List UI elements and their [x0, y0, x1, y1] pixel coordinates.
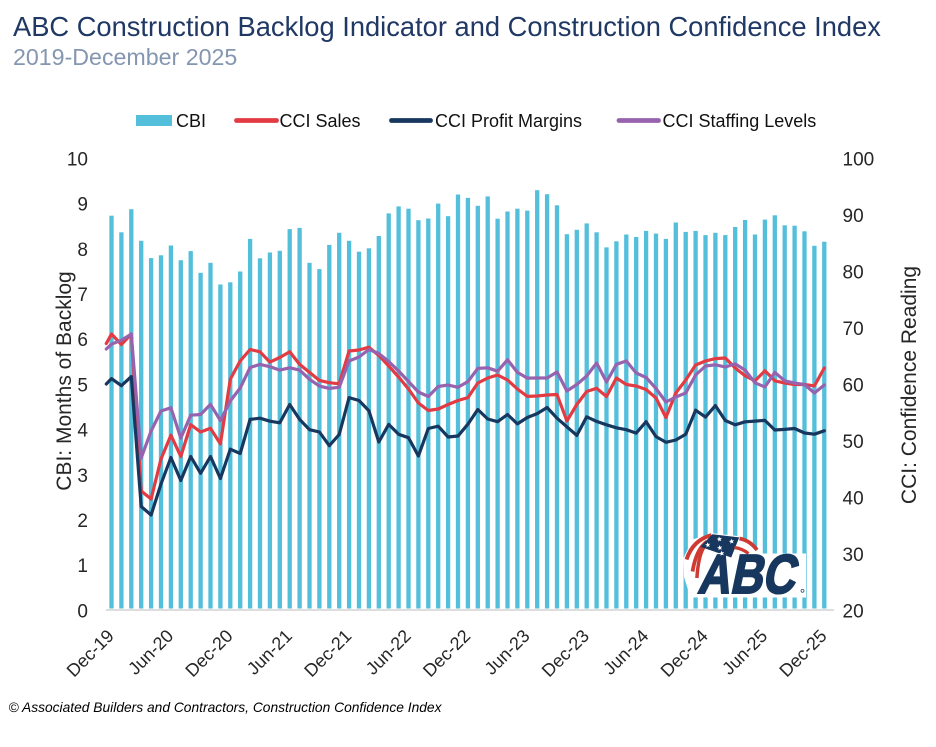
svg-text:60: 60 — [843, 375, 864, 396]
svg-text:1: 1 — [77, 556, 88, 577]
svg-text:2: 2 — [77, 511, 88, 532]
svg-text:70: 70 — [843, 319, 864, 340]
svg-text:9: 9 — [77, 195, 88, 216]
svg-text:7: 7 — [77, 285, 88, 306]
svg-text:6: 6 — [77, 330, 88, 351]
svg-text:3: 3 — [77, 466, 88, 487]
svg-text:8: 8 — [77, 240, 88, 261]
svg-text:10: 10 — [67, 149, 88, 170]
svg-text:0: 0 — [77, 601, 88, 622]
svg-text:CBI: Months of Backlog: CBI: Months of Backlog — [53, 271, 76, 490]
svg-text:5: 5 — [77, 375, 88, 396]
svg-text:2019-December 2025: 2019-December 2025 — [13, 44, 237, 70]
svg-text:CBI: CBI — [176, 111, 206, 131]
svg-text:80: 80 — [843, 262, 864, 283]
svg-text:CCI: Confidence Reading: CCI: Confidence Reading — [898, 266, 921, 504]
svg-text:90: 90 — [843, 206, 864, 227]
svg-text:4: 4 — [77, 421, 88, 442]
svg-text:CCI Profit Margins: CCI Profit Margins — [435, 111, 582, 131]
svg-text:100: 100 — [843, 149, 875, 170]
svg-text:30: 30 — [843, 545, 864, 566]
svg-text:ABC: ABC — [694, 544, 804, 605]
svg-text:50: 50 — [843, 432, 864, 453]
svg-text:CCI Sales: CCI Sales — [280, 111, 361, 131]
svg-text:20: 20 — [843, 601, 864, 622]
svg-text:ABC Construction Backlog Indic: ABC Construction Backlog Indicator and C… — [13, 11, 881, 42]
svg-text:40: 40 — [843, 488, 864, 509]
svg-text:© Associated Builders and Cont: © Associated Builders and Contractors, C… — [9, 700, 443, 715]
svg-text:CCI Staffing Levels: CCI Staffing Levels — [663, 111, 817, 131]
